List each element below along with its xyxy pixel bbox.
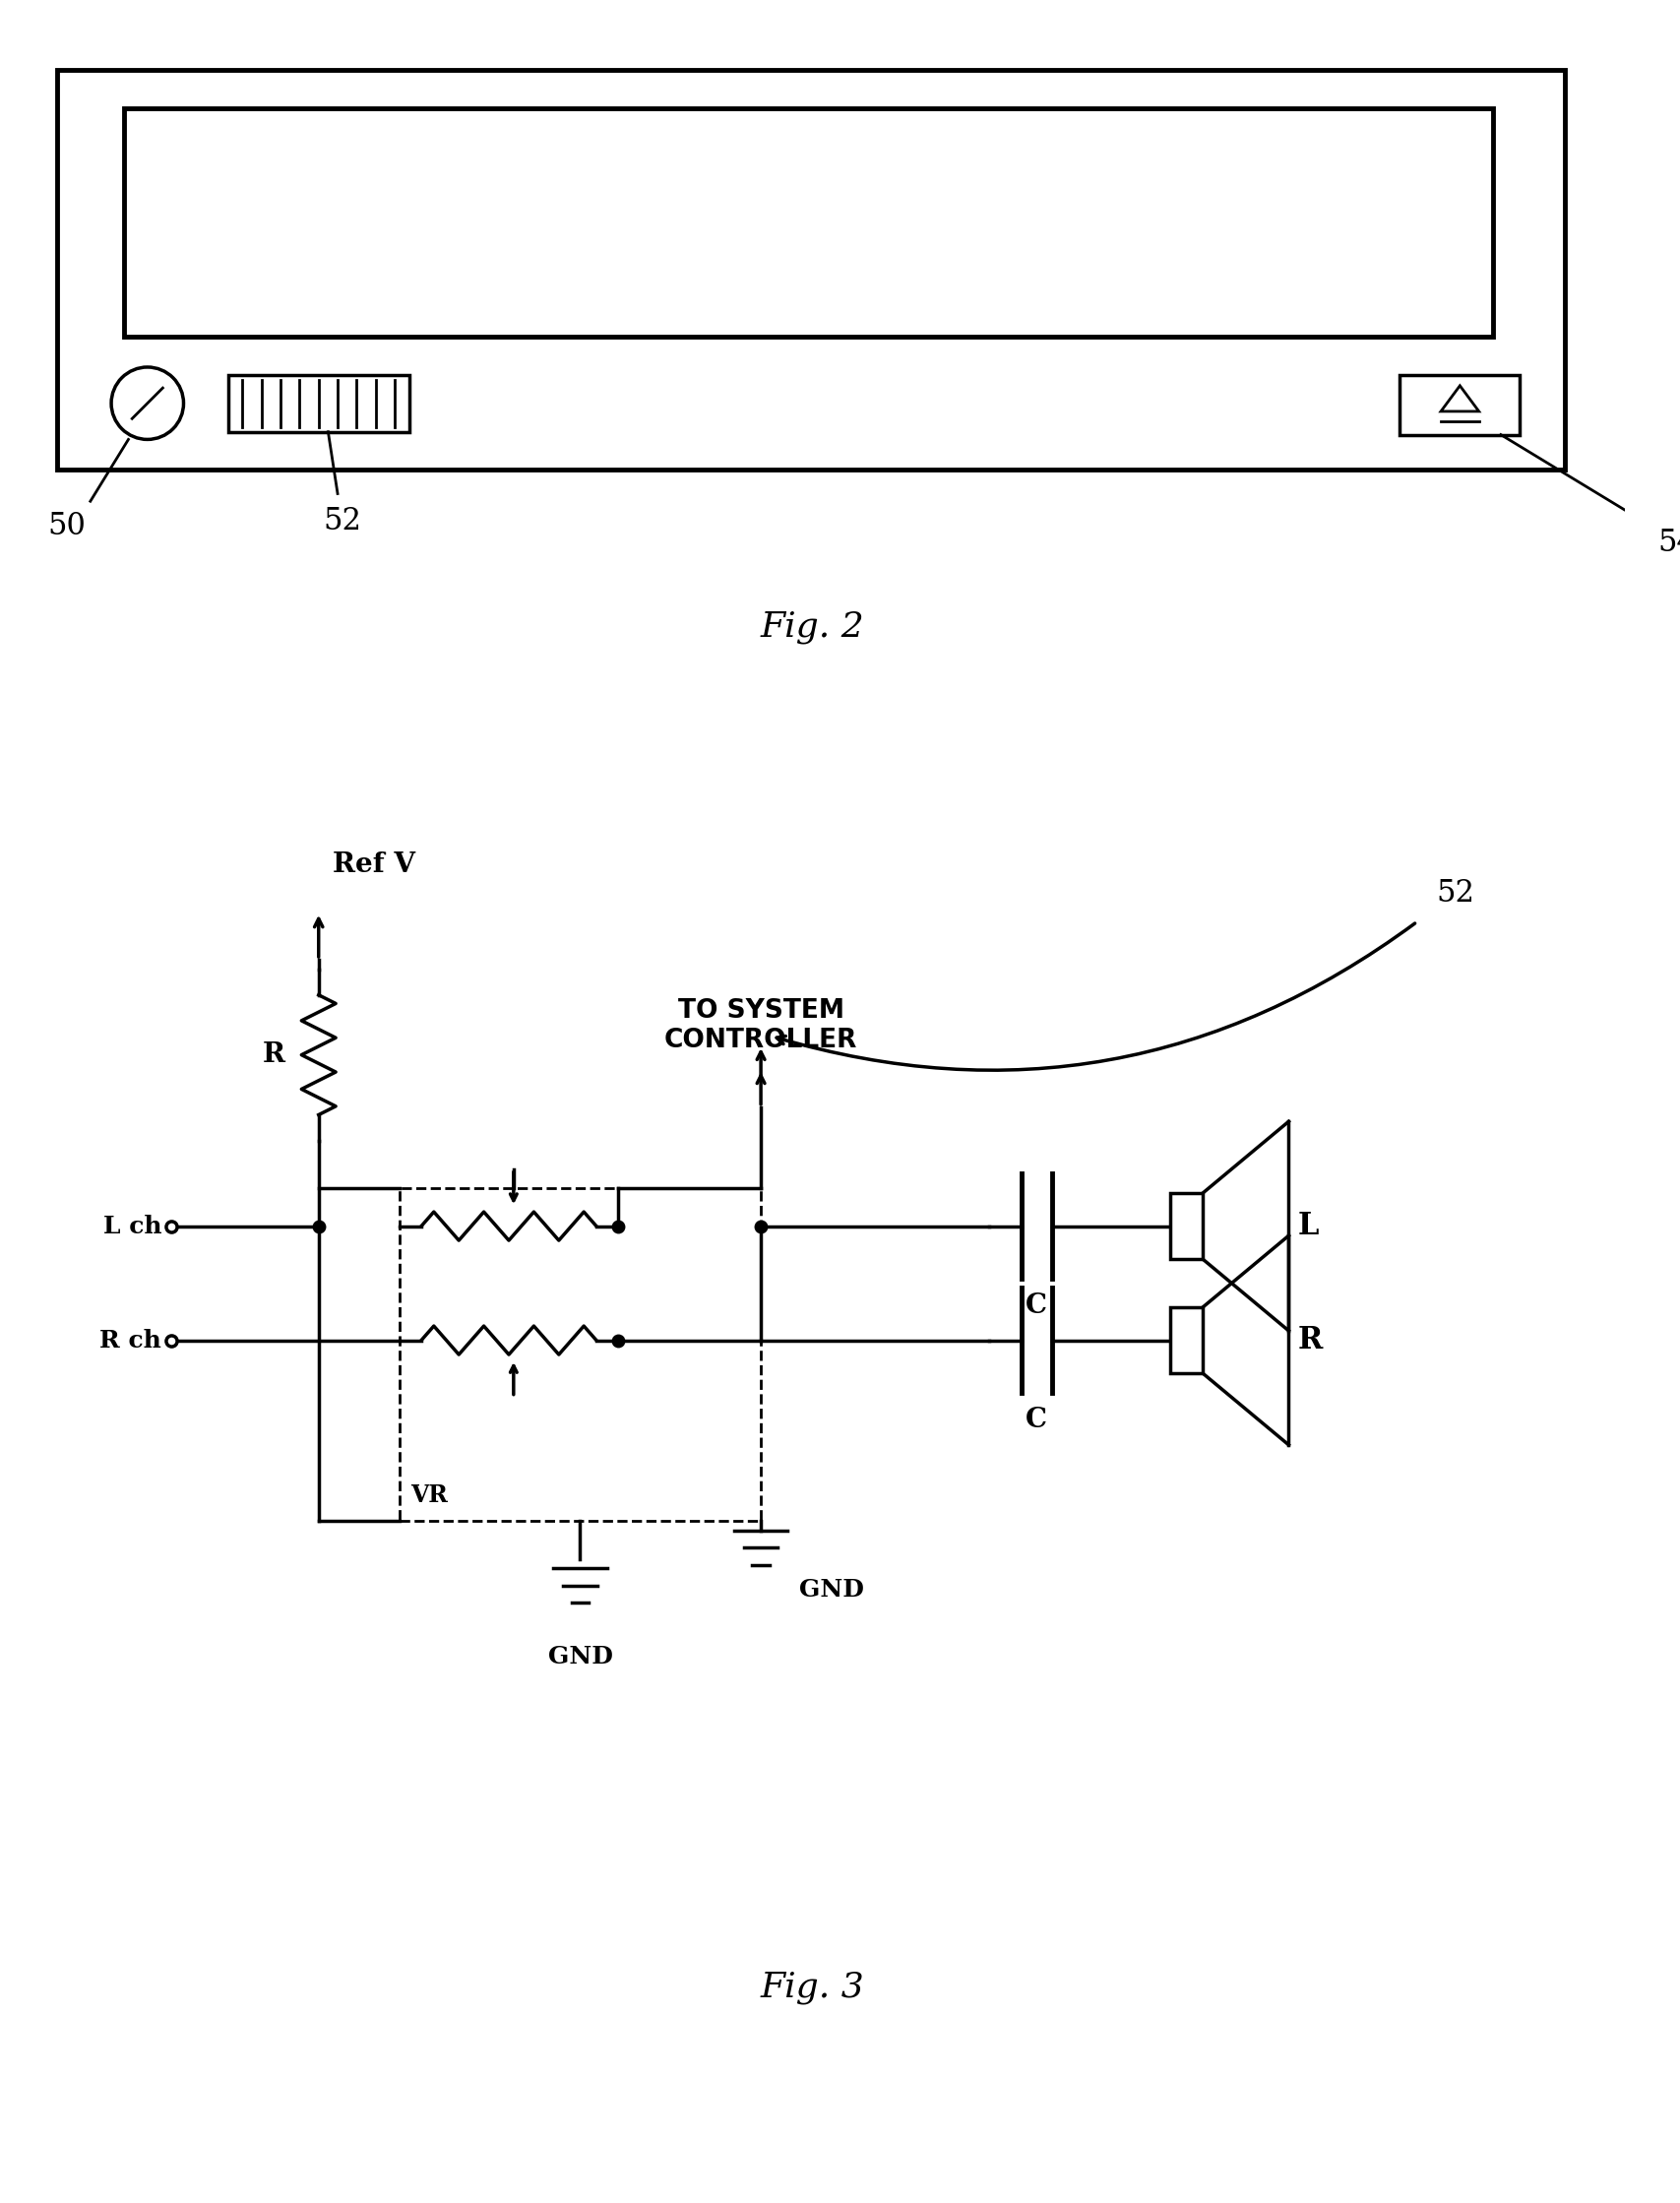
Text: Fig. 3: Fig. 3: [759, 1969, 864, 2005]
Text: GND: GND: [798, 1577, 864, 1602]
Text: Fig. 2: Fig. 2: [759, 610, 864, 643]
Bar: [1399, 375, 1519, 434]
Text: GND: GND: [548, 1646, 612, 1668]
Text: 54: 54: [1656, 529, 1680, 557]
Text: 52: 52: [1435, 879, 1473, 908]
Text: VR: VR: [410, 1483, 449, 1507]
Text: Ref V: Ref V: [333, 850, 415, 879]
Bar: [1169, 1192, 1203, 1260]
Text: L: L: [1297, 1212, 1319, 1240]
Bar: [57, 70, 1564, 469]
Bar: [124, 108, 1492, 337]
FancyArrowPatch shape: [776, 923, 1415, 1071]
Bar: [400, 1187, 761, 1520]
Text: L ch: L ch: [102, 1214, 161, 1238]
Text: TO SYSTEM
CONTROLLER: TO SYSTEM CONTROLLER: [664, 998, 857, 1053]
Text: R: R: [1297, 1324, 1322, 1355]
Text: C: C: [1025, 1293, 1047, 1320]
Text: C: C: [1025, 1408, 1047, 1434]
Text: 52: 52: [323, 507, 361, 538]
Bar: [228, 375, 408, 432]
Bar: [1169, 1306, 1203, 1372]
Text: R: R: [262, 1042, 286, 1068]
Text: R ch: R ch: [99, 1328, 161, 1353]
Text: 50: 50: [47, 511, 86, 542]
